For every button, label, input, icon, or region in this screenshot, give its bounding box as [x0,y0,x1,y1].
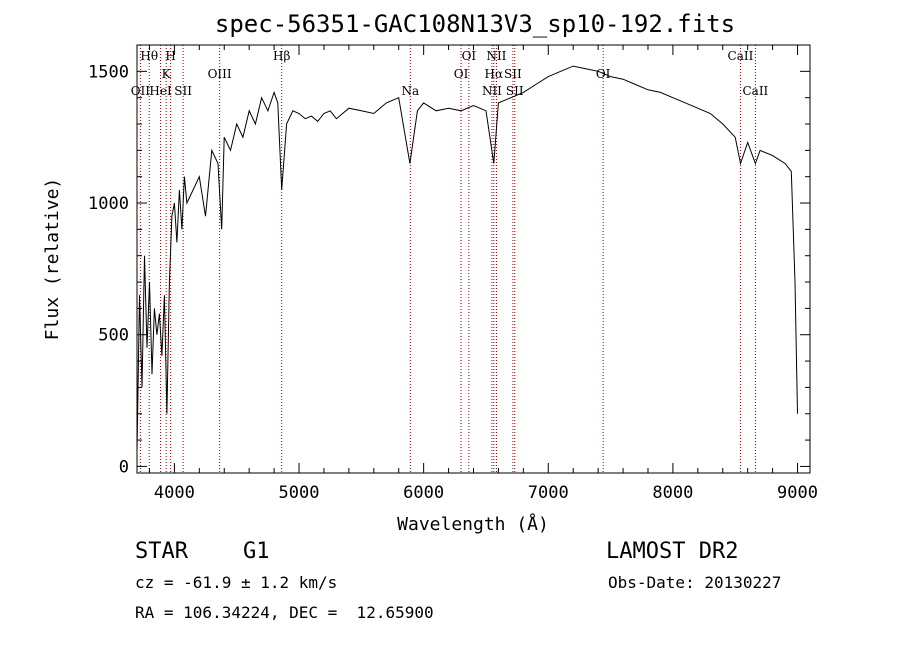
object-subclass: G1 [243,539,270,564]
plot-frame [136,44,811,474]
x-tick-label: 8000 [652,483,693,503]
spectrum-series-line [136,65,798,454]
object-class: STAR [135,539,188,564]
emission-line-label: K [162,67,172,81]
emission-line-label: SII [504,67,522,81]
emission-line-label: CaII [728,49,754,63]
emission-line-label: OI [462,49,477,63]
emission-line-label: NII [482,84,502,98]
emission-line-label: SII [174,84,192,98]
x-tick-label: 7000 [528,483,569,503]
emission-line-label: Na [401,84,419,98]
emission-line-label: Hθ [140,49,158,63]
y-axis-label: Flux (relative) [42,178,63,341]
y-tick-label: 500 [98,326,129,346]
x-tick-label: 9000 [777,483,818,503]
redshift-cz: cz = -61.9 ± 1.2 km/s [135,573,338,592]
y-tick-label: 0 [119,457,129,477]
emission-line-label: OI [454,67,469,81]
obs-date: Obs-Date: 20130227 [608,573,782,592]
emission-line-label: Hα [485,67,504,81]
coordinates: RA = 106.34224, DEC = 12.65900 [135,603,434,622]
emission-line-label: H [165,49,175,63]
y-tick-label: 1500 [88,62,129,82]
y-tick-label: 1000 [88,194,129,214]
emission-line-label: CaII [742,84,768,98]
emission-line-label: Hβ [273,49,290,63]
emission-line-label: NII [486,49,506,63]
x-axis-label: Wavelength (Å) [397,513,549,535]
emission-line-markers [139,45,756,473]
emission-line-label: OII [131,84,151,98]
x-tick-label: 4000 [154,483,195,503]
survey-name: LAMOST DR2 [606,539,739,564]
emission-line-label: HeI [149,84,172,98]
emission-line-label: OIII [208,67,232,81]
x-tick-label: 6000 [403,483,444,503]
x-tick-label: 5000 [279,483,320,503]
chart-title: spec-56351-GAC108N13V3_sp10-192.fits [215,10,735,38]
axis-ticks: 4000 5000 6000 7000 8000 9000 0 500 1000 1500 [88,45,818,503]
